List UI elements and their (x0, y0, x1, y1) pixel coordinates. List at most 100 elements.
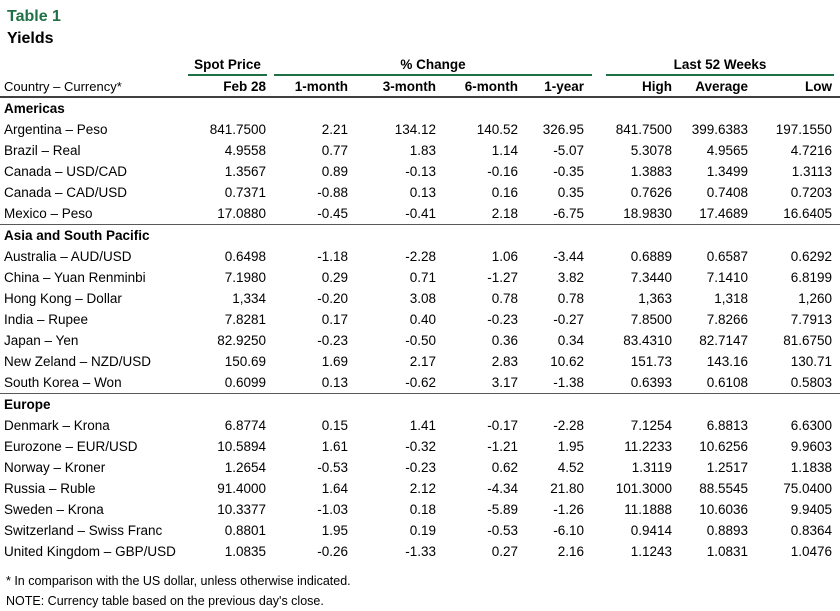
cell-value: 1.2654 (224, 460, 266, 475)
table-row: Norway – Kroner 1.2654 -0.53 -0.23 0.62 4.52 1… (0, 457, 840, 478)
pct-change-group-label: % Change (274, 57, 593, 76)
cell-value: -0.27 (553, 312, 585, 327)
table-row: Canada – CAD/USD 0.7371 -0.88 0.13 0.16 0.35 0… (0, 182, 840, 203)
table-row: Switzerland – Swiss Franc 0.8801 1.95 0.19 -… (0, 520, 840, 541)
cell-value: -0.45 (274, 203, 356, 225)
cell-value: -0.20 (317, 291, 348, 306)
cell-value: 0.78 (557, 291, 585, 306)
cell-value: 83.4310 (623, 333, 673, 348)
cell-value: 3.17 (444, 372, 526, 394)
cell-value: -4.34 (487, 481, 518, 496)
cell-value: 2.83 (491, 354, 518, 369)
cell-value: 399.6383 (691, 122, 749, 137)
column-header: 1-year (526, 76, 593, 98)
cell-value: 2.17 (409, 354, 436, 369)
cell-value: 9.9405 (790, 502, 833, 517)
cell-value: 1.0831 (706, 544, 749, 559)
footnote-comparison: * In comparison with the US dollar, unle… (6, 574, 351, 588)
spot-price-group-label: Spot Price (188, 57, 267, 76)
column-header-row: Country – Currency* Feb 28 1-month 3-month 6… (0, 76, 840, 98)
cell-value: -0.23 (317, 333, 348, 348)
cell-value: 7.8281 (224, 312, 266, 327)
table-row: Russia – Ruble 91.4000 1.64 2.12 -4.34 21.80 1… (0, 478, 840, 499)
table-row: New Zeland – NZD/USD 150.69 1.69 2.17 2.83 10… (0, 351, 840, 372)
cell-country-currency: Brazil – Real (4, 143, 81, 158)
table-row: Eurozone – EUR/USD 10.5894 1.61 -0.32 -1.21 1… (0, 436, 840, 457)
cell-value: 4.7216 (790, 143, 833, 158)
section-header-row: Asia and South Pacific (0, 225, 840, 247)
column-header-country-currency: Country – Currency* (0, 76, 188, 98)
cell-value: 6.8774 (224, 418, 266, 433)
table-row: Denmark – Krona 6.8774 0.15 1.41 -0.17 -2.28 7… (0, 415, 840, 436)
cell-value: 1.14 (491, 143, 518, 158)
cell-country-currency: China – Yuan Renminbi (4, 270, 146, 285)
cell-value: 6.8813 (706, 418, 749, 433)
cell-value: 0.6292 (790, 249, 833, 264)
cell-value: 0.18 (409, 502, 436, 517)
cell-value: -2.28 (405, 249, 436, 264)
cell-value: 0.8893 (706, 523, 749, 538)
cell-value: 4.9558 (224, 143, 266, 158)
section-header-row: Europe (0, 394, 840, 416)
section-header: Americas (4, 101, 65, 116)
cell-value: -0.32 (405, 439, 436, 454)
cell-value: 0.6108 (680, 372, 757, 394)
table-row: United Kingdom – GBP/USD 1.0835 -0.26 -1.33… (0, 541, 840, 562)
cell-value: 0.35 (557, 185, 585, 200)
cell-value: 1.64 (321, 481, 348, 496)
cell-value: 6.6300 (790, 418, 833, 433)
cell-value: 1.3567 (224, 164, 266, 179)
table-row: Hong Kong – Dollar 1,334 -0.20 3.08 0.78 0.78… (0, 288, 840, 309)
cell-value: 1,260 (798, 291, 833, 306)
cell-value: 4.52 (557, 460, 585, 475)
cell-value: 0.34 (557, 333, 585, 348)
table-header: Spot Price % Change Last 52 Weeks Countr… (0, 56, 840, 98)
column-header: Low (756, 76, 840, 98)
cell-value: -5.89 (487, 502, 518, 517)
cell-value: -1.26 (553, 502, 585, 517)
table-title: Table 1 (7, 8, 61, 25)
cell-value: 197.1550 (775, 122, 833, 137)
cell-value: 2.12 (409, 481, 436, 496)
column-header: 1-month (274, 76, 356, 98)
cell-value: 2.18 (444, 203, 526, 225)
column-header: High (592, 76, 681, 98)
cell-value: -3.44 (553, 249, 585, 264)
cell-value: -0.26 (317, 544, 348, 559)
table-row: South Korea – Won 0.6099 0.13 -0.62 3.17 -1.3… (0, 372, 840, 394)
cell-value: 1,318 (714, 291, 749, 306)
cell-value: 0.6393 (592, 372, 681, 394)
cell-value: 82.9250 (217, 333, 266, 348)
cell-country-currency: Russia – Ruble (4, 481, 96, 496)
cell-value: -1.03 (317, 502, 348, 517)
group-header-spacer (0, 56, 188, 76)
cell-value: 1.2517 (706, 460, 749, 475)
cell-value: 134.12 (394, 122, 436, 137)
cell-value: 1,363 (638, 291, 673, 306)
column-header: Feb 28 (188, 76, 274, 98)
cell-value: 81.6750 (783, 333, 833, 348)
cell-value: 841.7500 (615, 122, 673, 137)
cell-value: 0.13 (409, 185, 436, 200)
cell-value: 150.69 (224, 354, 266, 369)
footnotes: * In comparison with the US dollar, unle… (0, 571, 840, 611)
cell-value: -1.18 (317, 249, 348, 264)
cell-value: 0.13 (274, 372, 356, 394)
cell-value: -0.16 (487, 164, 518, 179)
cell-country-currency: Switzerland – Swiss Franc (4, 523, 163, 538)
cell-value: 10.62 (550, 354, 585, 369)
cell-value: 143.16 (706, 354, 749, 369)
cell-country-currency: Norway – Kroner (4, 460, 106, 475)
cell-value: 7.1410 (706, 270, 749, 285)
cell-value: 11.2233 (624, 439, 673, 454)
cell-value: -0.35 (553, 164, 585, 179)
cell-value: 91.4000 (217, 481, 266, 496)
cell-value: 1.61 (321, 439, 348, 454)
cell-value: -0.50 (405, 333, 436, 348)
cell-value: -6.75 (526, 203, 593, 225)
cell-value: 75.0400 (783, 481, 833, 496)
table-row: Brazil – Real 4.9558 0.77 1.83 1.14 -5.07 5.30… (0, 140, 840, 161)
section-header: Asia and South Pacific (4, 228, 150, 243)
cell-value: 1.95 (557, 439, 585, 454)
